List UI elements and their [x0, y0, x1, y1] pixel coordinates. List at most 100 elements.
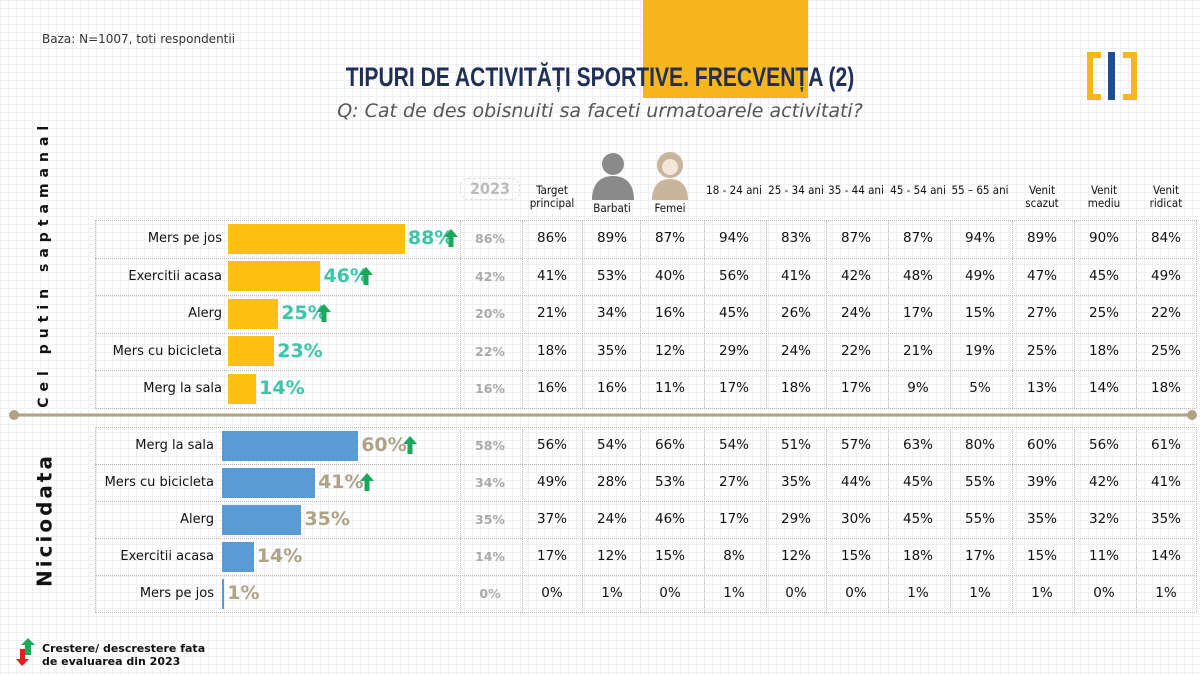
table-cell: 48% — [902, 267, 933, 284]
trend-legend: Crestere/ descrestere fata de evaluarea … — [16, 638, 206, 668]
table-cell: 29% — [780, 511, 811, 527]
row-divider — [95, 295, 1195, 296]
table-cell: 44% — [840, 474, 871, 490]
column-header: 25 - 34 ani — [768, 183, 824, 197]
table-cell: 87% — [840, 230, 871, 246]
table-cell: 18% — [536, 342, 567, 359]
table-cell: 63% — [902, 437, 933, 453]
table-cell: 13% — [1026, 380, 1057, 396]
table-cell: 8% — [723, 548, 745, 564]
table-cell: 45% — [1088, 267, 1119, 284]
table-cell: 86% — [536, 230, 567, 246]
table-cell: 57% — [840, 437, 871, 453]
table-cell: 49% — [536, 474, 567, 490]
column-divider — [1196, 427, 1197, 612]
table-cell: 89% — [1026, 230, 1057, 246]
bar — [222, 504, 302, 535]
column-divider — [1012, 220, 1013, 408]
table-cell: 45% — [902, 511, 933, 527]
cell-2023: 0% — [479, 586, 501, 601]
table-cell: 54% — [596, 437, 627, 453]
bar — [228, 336, 275, 366]
table-cell: 27% — [1026, 305, 1057, 321]
column-divider — [582, 220, 583, 408]
table-cell: 24% — [780, 342, 811, 359]
table-cell: 21% — [536, 305, 567, 321]
activity-label: Mers cu bicicleta — [104, 475, 214, 490]
table-cell: 18% — [780, 380, 811, 396]
table-cell: 17% — [536, 548, 567, 564]
activity-label: Alerg — [188, 306, 222, 321]
table-cell: 18% — [1150, 380, 1181, 396]
column-header: 35 - 44 ani — [828, 183, 884, 197]
column-divider — [888, 427, 889, 612]
row-divider — [95, 407, 1195, 409]
table-cell: 1% — [1155, 585, 1177, 601]
table-cell: 12% — [654, 342, 685, 359]
logo-icon — [1087, 52, 1137, 100]
cell-2023: 35% — [475, 512, 505, 527]
title-part-1: TIPURI DE ACTIVITĂȚI SPORTIVE. — [345, 62, 695, 92]
table-cell: 87% — [902, 230, 933, 246]
table-cell: 0% — [845, 585, 867, 601]
row-divider — [95, 332, 1195, 334]
table-cell: 94% — [718, 230, 749, 246]
table-cell: 25% — [1088, 305, 1119, 321]
table-cell: 45% — [718, 305, 749, 321]
bar-value-label: 88% — [407, 227, 454, 249]
trend-up-arrow-icon — [317, 304, 332, 322]
table-cell: 89% — [596, 230, 627, 246]
column-divider — [826, 220, 827, 408]
table-cell: 0% — [785, 585, 807, 601]
row-divider — [95, 501, 1195, 502]
table-cell: 1% — [1031, 585, 1053, 601]
bar — [228, 298, 279, 329]
bar-value-label: 14% — [256, 545, 303, 567]
column-divider — [1074, 220, 1075, 408]
column-header: Venit ridicat — [1149, 183, 1183, 210]
table-cell: 54% — [718, 437, 749, 453]
table-cell: 11% — [654, 380, 685, 396]
activity-label: Exercitii acasa — [120, 549, 214, 564]
column-divider — [1136, 220, 1137, 408]
bar — [228, 261, 321, 291]
bar-value-label: 1% — [227, 582, 260, 604]
table-cell: 45% — [902, 474, 933, 490]
column-divider — [1136, 427, 1137, 612]
bar — [222, 430, 359, 461]
column-divider — [704, 427, 705, 612]
table-cell: 37% — [536, 511, 567, 527]
table-cell: 21% — [902, 342, 933, 359]
section-divider — [9, 410, 1197, 420]
table-cell: 18% — [902, 548, 933, 564]
column-divider — [460, 427, 461, 612]
column-divider — [766, 220, 767, 408]
man-silhouette-icon — [592, 153, 634, 200]
table-cell: 83% — [780, 230, 811, 246]
table-cell: 49% — [1150, 267, 1181, 284]
table-cell: 17% — [902, 305, 933, 321]
column-divider — [95, 220, 96, 408]
table-cell: 41% — [1150, 474, 1181, 490]
table-cell: 80% — [964, 437, 995, 453]
column-header: 45 - 54 ani — [890, 183, 946, 197]
question-subtitle: Q: Cat de des obisnuiti sa faceti urmato… — [337, 100, 863, 122]
column-divider — [1074, 427, 1075, 612]
trend-up-arrow-icon — [443, 229, 458, 247]
row-divider — [95, 612, 1195, 613]
table-cell: 55% — [964, 511, 995, 527]
table-cell: 15% — [654, 548, 685, 564]
bar-value-label: 25% — [281, 302, 327, 324]
column-divider — [950, 220, 951, 408]
column-divider — [640, 427, 641, 612]
table-cell: 16% — [596, 380, 627, 396]
trend-up-arrow-icon — [360, 473, 375, 491]
woman-silhouette-icon — [652, 152, 688, 200]
cell-2023: 16% — [475, 381, 505, 396]
legend-line-1: Crestere/ descrestere fata — [42, 642, 206, 655]
table-cell: 17% — [718, 380, 749, 396]
column-divider — [95, 427, 96, 612]
column-header: Venit mediu — [1087, 183, 1121, 210]
table-cell: 0% — [541, 585, 563, 601]
table-cell: 46% — [654, 511, 685, 527]
